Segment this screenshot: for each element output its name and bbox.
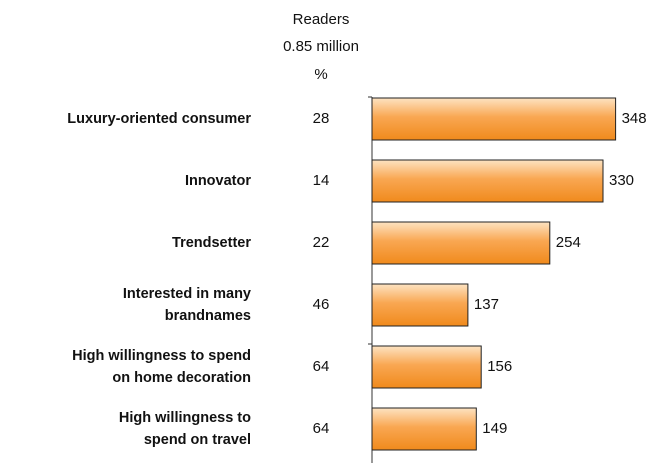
share-label: 14 <box>313 172 330 189</box>
readers-count: 0.85 million <box>283 38 359 55</box>
value-label: 149 <box>482 420 507 437</box>
category-label: brandnames <box>165 308 251 324</box>
share-label: 46 <box>313 296 330 313</box>
bar <box>371 159 604 203</box>
value-label: 156 <box>487 358 512 375</box>
bar <box>371 345 482 389</box>
share-label: 22 <box>313 234 330 251</box>
readers-label: Readers <box>293 11 350 28</box>
bar <box>371 283 469 327</box>
share-label: 64 <box>313 358 330 375</box>
bar <box>371 407 477 451</box>
category-label: Interested in many <box>123 286 251 302</box>
value-label: 330 <box>609 172 634 189</box>
category-label: High willingness to <box>119 410 251 426</box>
bar <box>371 97 617 141</box>
category-label: High willingness to spend <box>72 348 251 364</box>
category-label: spend on travel <box>144 432 251 448</box>
value-label: 348 <box>622 110 647 127</box>
share-unit: % <box>314 66 327 83</box>
category-label: Innovator <box>185 173 251 189</box>
value-label: 254 <box>556 234 581 251</box>
bar <box>371 221 551 265</box>
category-label: Trendsetter <box>172 235 251 251</box>
share-label: 64 <box>313 420 330 437</box>
share-label: 28 <box>313 110 330 127</box>
value-label: 137 <box>474 296 499 313</box>
category-label: Luxury-oriented consumer <box>67 111 251 127</box>
category-label: on home decoration <box>112 370 251 386</box>
